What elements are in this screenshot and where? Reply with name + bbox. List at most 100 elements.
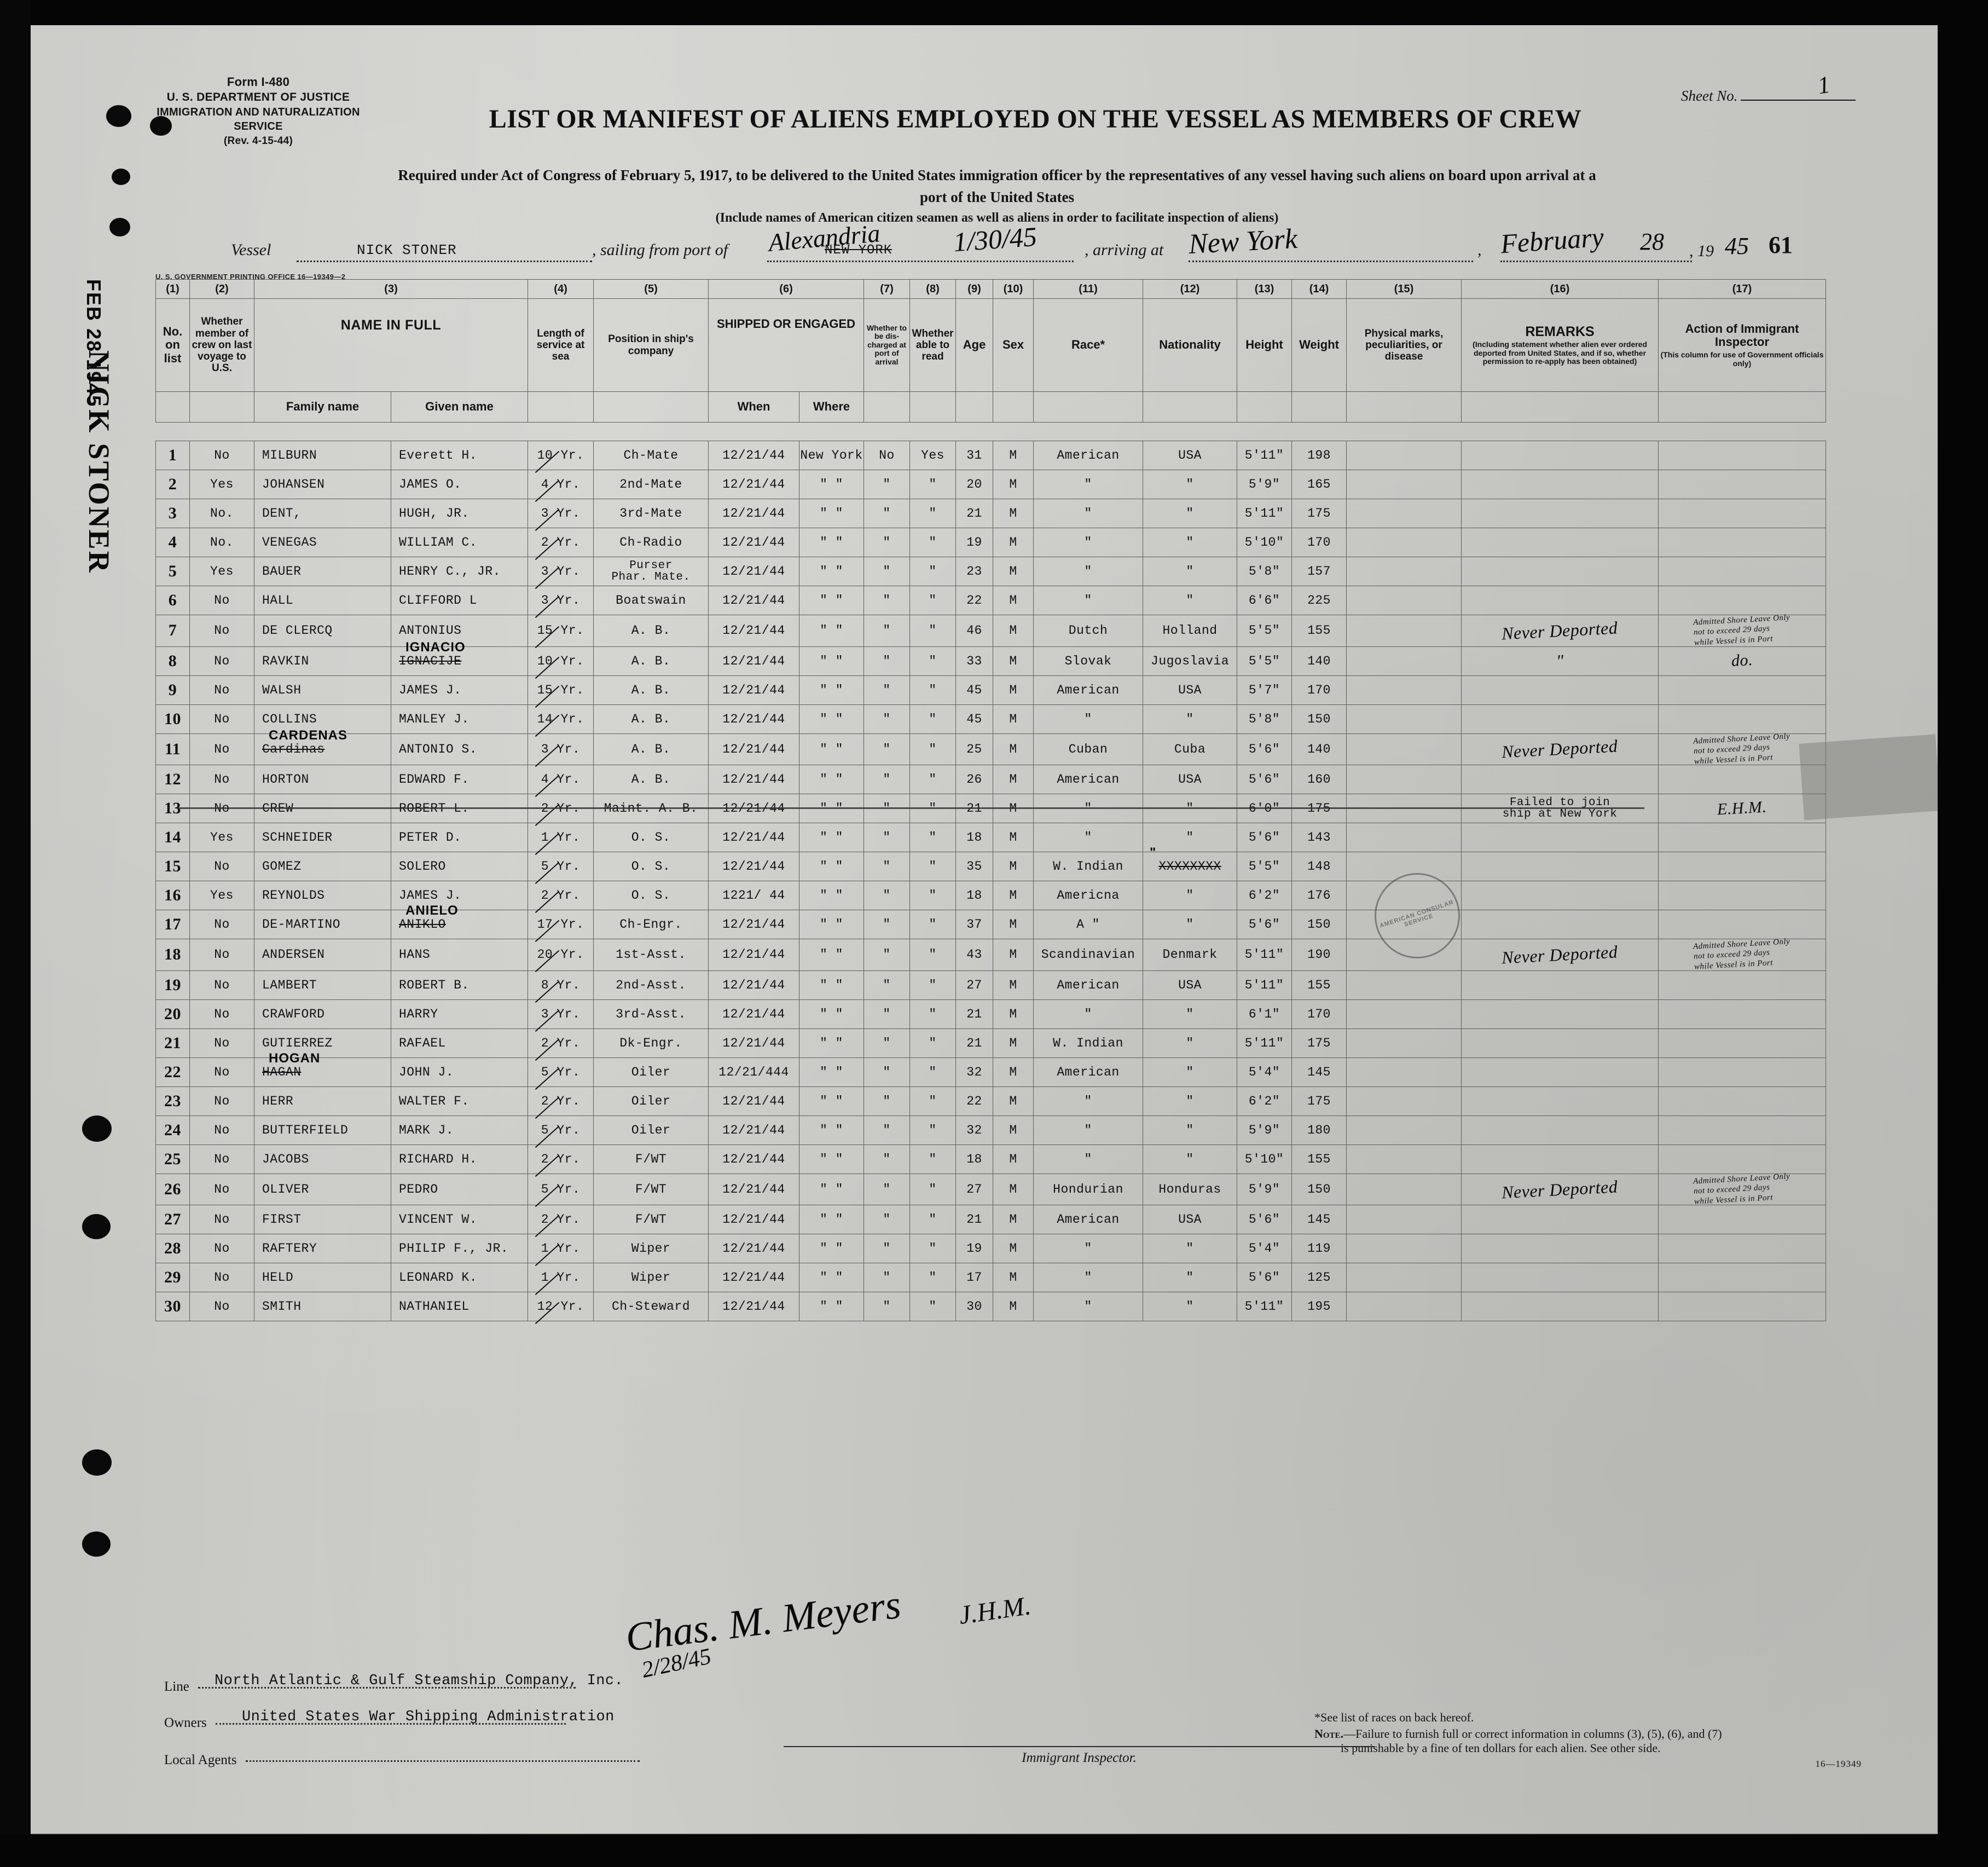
- race-text: W. Indian: [1053, 859, 1123, 874]
- remarks: [1461, 765, 1659, 795]
- given-name-text: VINCENT W.: [399, 1212, 478, 1227]
- nationality-text: ": [1186, 1007, 1194, 1021]
- race: Americna: [1033, 881, 1144, 911]
- header-race: Race*: [1033, 298, 1144, 392]
- race-text: American: [1057, 683, 1120, 697]
- shipped-when: 12/21/444: [708, 1057, 800, 1087]
- sex-text: M: [1009, 1270, 1017, 1285]
- row-number: 3: [155, 499, 190, 528]
- sex-text: M: [1009, 1123, 1017, 1137]
- family-name: HORTON: [254, 765, 391, 795]
- sex: M: [993, 499, 1034, 528]
- nationality: ": [1143, 910, 1238, 940]
- row-number: 26: [155, 1173, 190, 1206]
- given-name-text: JOHN J.: [399, 1065, 454, 1079]
- crew-last-voyage-text: No: [214, 1036, 230, 1050]
- colnum-2: (2): [189, 279, 254, 299]
- given-name-text: Everett H.: [399, 448, 478, 463]
- height-text: 6'2": [1248, 1094, 1280, 1108]
- given-name: EDWARD F.: [390, 765, 529, 795]
- given-name-text: MANLEY J.: [399, 712, 470, 726]
- family-name: SCHNEIDER: [254, 823, 391, 853]
- position-in-company: 3rd-Asst.: [593, 999, 709, 1029]
- family-name-text: RAVKIN: [262, 654, 309, 668]
- weight-text: 175: [1307, 1036, 1331, 1050]
- given-name: PETER D.: [390, 823, 529, 853]
- crew-last-voyage: Yes: [189, 557, 254, 586]
- race: ": [1033, 823, 1144, 853]
- given-name: WALTER F.: [390, 1086, 529, 1116]
- column-title-row: No. on list Whether member of crew on la…: [155, 298, 1827, 392]
- age: 33: [955, 646, 994, 676]
- age-text: 21: [966, 506, 982, 521]
- length-of-service: 8 Yr.: [528, 970, 594, 1003]
- header-given-name: Given name: [390, 391, 529, 423]
- sub-blank-11: [1033, 391, 1144, 423]
- shipped-when: 12/21/44: [708, 528, 800, 557]
- given-name-text: MARK J.: [399, 1123, 454, 1137]
- signature-initials: J.H.M.: [957, 1591, 1033, 1630]
- crew-last-voyage: No: [189, 615, 254, 647]
- table-row: 5 Yes BAUER HENRY C., JR. 3 Yr. Purser Phar. M…: [155, 557, 1827, 589]
- sex-text: M: [1009, 712, 1017, 726]
- age: 22: [955, 1086, 994, 1116]
- race-text: American: [1057, 1212, 1120, 1227]
- given-name-text: PEDRO: [399, 1182, 438, 1197]
- crew-last-voyage: No: [189, 1205, 254, 1235]
- height: 5'5": [1237, 646, 1293, 676]
- header-remarks: REMARKS (Including statement whether ali…: [1461, 298, 1659, 392]
- age: 27: [955, 970, 994, 1000]
- position-text: O. S.: [631, 859, 671, 874]
- sex-text: M: [1009, 1094, 1017, 1108]
- remarks: ": [1461, 646, 1659, 676]
- shipped-where-text: " ": [820, 712, 843, 726]
- colnum-16: (16): [1461, 279, 1659, 299]
- shipped-when-text: 1221/ 44: [722, 888, 785, 903]
- weight: 145: [1291, 1205, 1347, 1235]
- action-of-inspector: [1658, 1028, 1827, 1058]
- action-of-inspector: [1658, 1057, 1827, 1087]
- arrival-port-handwritten: New York: [1187, 223, 1299, 261]
- height: 5'11": [1237, 499, 1293, 528]
- given-name-text: LEONARD K.: [399, 1270, 478, 1285]
- remarks: [1461, 910, 1659, 940]
- family-name: DE CLERCQ: [254, 615, 391, 647]
- length-of-service-text: 5 Yr.: [541, 1065, 581, 1079]
- remarks: [1461, 675, 1659, 705]
- sex-text: M: [1009, 1212, 1017, 1227]
- race-text: American: [1057, 448, 1120, 463]
- header-remarks-title: REMARKS: [1525, 323, 1595, 339]
- whether-discharged: ": [863, 852, 911, 882]
- remarks: [1461, 1292, 1659, 1322]
- header-height: Height: [1237, 298, 1293, 392]
- shipped-when-text: 12/21/44: [722, 1007, 785, 1021]
- whether-able-to-read-text: ": [929, 859, 937, 874]
- weight: 170: [1291, 528, 1347, 557]
- nationality-text: ": [1186, 830, 1194, 845]
- shipped-where-text: " ": [820, 1152, 843, 1166]
- age: 45: [955, 704, 994, 734]
- whether-able-to-read-text: ": [929, 1152, 937, 1166]
- print-code: 16—19349: [1815, 1759, 1862, 1769]
- crew-last-voyage-text: No: [214, 593, 230, 608]
- length-of-service: 12 Yr.: [528, 1292, 594, 1325]
- whether-able-to-read-text: ": [929, 654, 937, 668]
- column-subheader-row: Family name Given name When Where: [155, 391, 1827, 423]
- whether-able-to-read: ": [909, 1028, 957, 1058]
- shipped-when: 12/21/44: [708, 765, 800, 795]
- crew-last-voyage-text: No: [214, 859, 230, 874]
- race: American: [1033, 675, 1144, 705]
- shipped-where: " ": [799, 733, 865, 766]
- shipped-when: 12/21/44: [708, 999, 800, 1029]
- family-name-text: DENT,: [262, 506, 302, 521]
- height: 5'8": [1237, 704, 1293, 734]
- position-text: 2nd-Mate: [619, 477, 682, 492]
- shipped-where-text: " ": [820, 1065, 843, 1079]
- race-text: ": [1084, 477, 1092, 492]
- sail-date-handwritten: 1/30/45: [952, 221, 1038, 258]
- sex-text: M: [1009, 859, 1017, 874]
- sex-text: M: [1009, 1065, 1017, 1079]
- race-text: A ": [1076, 917, 1100, 932]
- shipped-where: " ": [799, 1086, 865, 1116]
- position-in-company: Wiper: [593, 1263, 709, 1293]
